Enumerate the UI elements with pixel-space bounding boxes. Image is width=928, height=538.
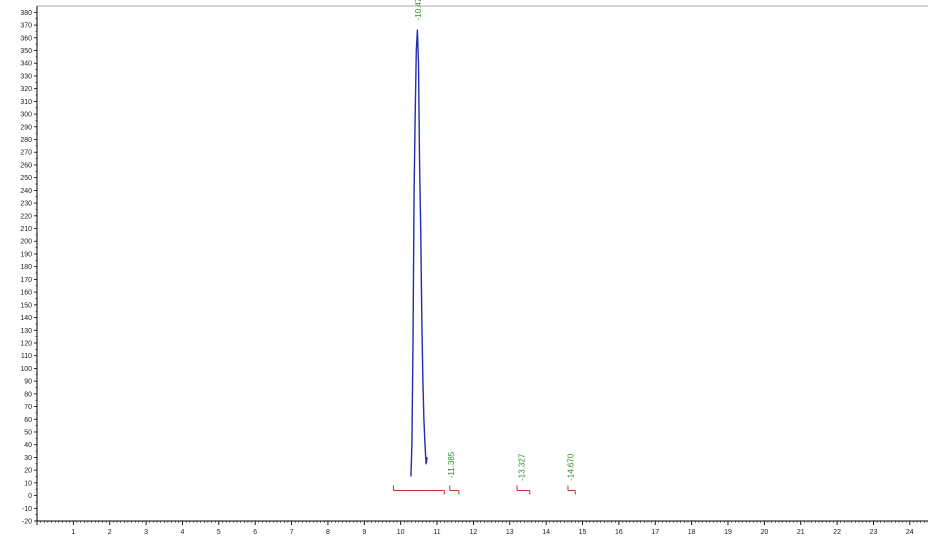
y-tick-label: 110 bbox=[21, 353, 32, 360]
y-tick-label: 130 bbox=[20, 328, 32, 335]
x-tick-label: 20 bbox=[760, 529, 768, 536]
x-axis-ticks: 1 2 3 4 5 6 7 8 9 10 11 12 13 14 15 16 17 18 19 20 21 22 23 24 bbox=[36, 521, 928, 536]
y-tick-label: 340 bbox=[20, 61, 32, 68]
y-tick-label: 0 bbox=[28, 493, 32, 500]
integration-baselines bbox=[392, 485, 576, 495]
y-tick-label: 350 bbox=[20, 48, 32, 55]
x-tick-label: 22 bbox=[833, 529, 841, 536]
y-tick-label: 200 bbox=[20, 239, 32, 246]
y-tick-label: 120 bbox=[20, 340, 32, 347]
y-tick-label: 170 bbox=[20, 277, 32, 284]
x-tick-label: 19 bbox=[724, 529, 732, 536]
x-tick-label: 1 bbox=[71, 529, 75, 536]
x-tick-label: 16 bbox=[615, 529, 623, 536]
y-tick-label: -20 bbox=[22, 519, 32, 526]
y-tick-label: -10 bbox=[22, 506, 32, 513]
y-tick-label: 60 bbox=[24, 417, 32, 424]
y-tick-label: 100 bbox=[20, 366, 32, 373]
series-layer bbox=[410, 29, 428, 477]
x-tick-label: 14 bbox=[542, 529, 550, 536]
y-tick-label: 210 bbox=[20, 226, 32, 233]
x-tick-label: 2 bbox=[108, 529, 112, 536]
x-tick-label: 12 bbox=[470, 529, 478, 536]
y-tick-label: 190 bbox=[20, 251, 32, 258]
x-tick-label: 7 bbox=[290, 529, 294, 536]
peak-labels: -10.475 -11.385 -13.327 -14.670 bbox=[414, 0, 576, 481]
y-tick-label: 370 bbox=[20, 23, 32, 30]
x-tick-label: 13 bbox=[506, 529, 514, 536]
y-tick-label: 230 bbox=[20, 201, 32, 208]
x-tick-label: 17 bbox=[651, 529, 659, 536]
y-tick-label: 140 bbox=[20, 315, 32, 322]
y-tick-label: 310 bbox=[20, 99, 32, 106]
axes bbox=[36, 5, 928, 522]
x-tick-label: 5 bbox=[217, 529, 221, 536]
x-tick-label: 21 bbox=[797, 529, 805, 536]
y-tick-label: 20 bbox=[24, 468, 32, 475]
y-tick-label: 380 bbox=[20, 10, 32, 17]
y-tick-label: 300 bbox=[20, 112, 32, 119]
peak-label: -11.385 bbox=[447, 451, 456, 478]
y-tick-label: 30 bbox=[24, 455, 32, 462]
x-tick-label: 23 bbox=[870, 529, 878, 536]
x-tick-label: 15 bbox=[579, 529, 587, 536]
peak-label: -13.327 bbox=[518, 453, 527, 481]
peak-label: -14.670 bbox=[567, 453, 576, 481]
x-tick-label: 9 bbox=[362, 529, 366, 536]
y-tick-label: 280 bbox=[20, 137, 32, 144]
y-tick-label: 50 bbox=[24, 429, 32, 436]
y-tick-label: 70 bbox=[24, 404, 32, 411]
x-tick-label: 6 bbox=[253, 529, 257, 536]
y-tick-label: 240 bbox=[20, 188, 32, 195]
y-tick-label: 320 bbox=[20, 86, 32, 93]
y-tick-label: 80 bbox=[24, 391, 32, 398]
y-axis-ticks: 3803703603503403303203103002902802702602… bbox=[20, 10, 37, 526]
y-tick-label: 290 bbox=[20, 124, 32, 131]
peak-label: -10.475 bbox=[414, 0, 423, 21]
y-tick-label: 180 bbox=[20, 264, 32, 271]
chromatogram-trace bbox=[410, 29, 428, 477]
y-tick-label: 360 bbox=[20, 35, 32, 42]
x-tick-label: 3 bbox=[144, 529, 148, 536]
x-tick-label: 8 bbox=[326, 529, 330, 536]
x-tick-label: 10 bbox=[397, 529, 405, 536]
y-tick-label: 330 bbox=[20, 73, 32, 80]
x-tick-label: 4 bbox=[181, 529, 185, 536]
y-tick-label: 260 bbox=[20, 162, 32, 169]
y-tick-label: 220 bbox=[20, 213, 32, 220]
x-tick-label: 24 bbox=[906, 529, 914, 536]
y-tick-label: 10 bbox=[24, 480, 32, 487]
x-tick-label: 18 bbox=[688, 529, 696, 536]
y-tick-label: 90 bbox=[24, 379, 32, 386]
y-tick-label: 160 bbox=[20, 290, 32, 297]
y-tick-label: 270 bbox=[20, 150, 32, 157]
x-tick-label: 11 bbox=[433, 529, 440, 536]
y-tick-label: 250 bbox=[20, 175, 32, 182]
y-tick-label: 40 bbox=[24, 442, 32, 449]
y-tick-label: 150 bbox=[20, 302, 32, 309]
